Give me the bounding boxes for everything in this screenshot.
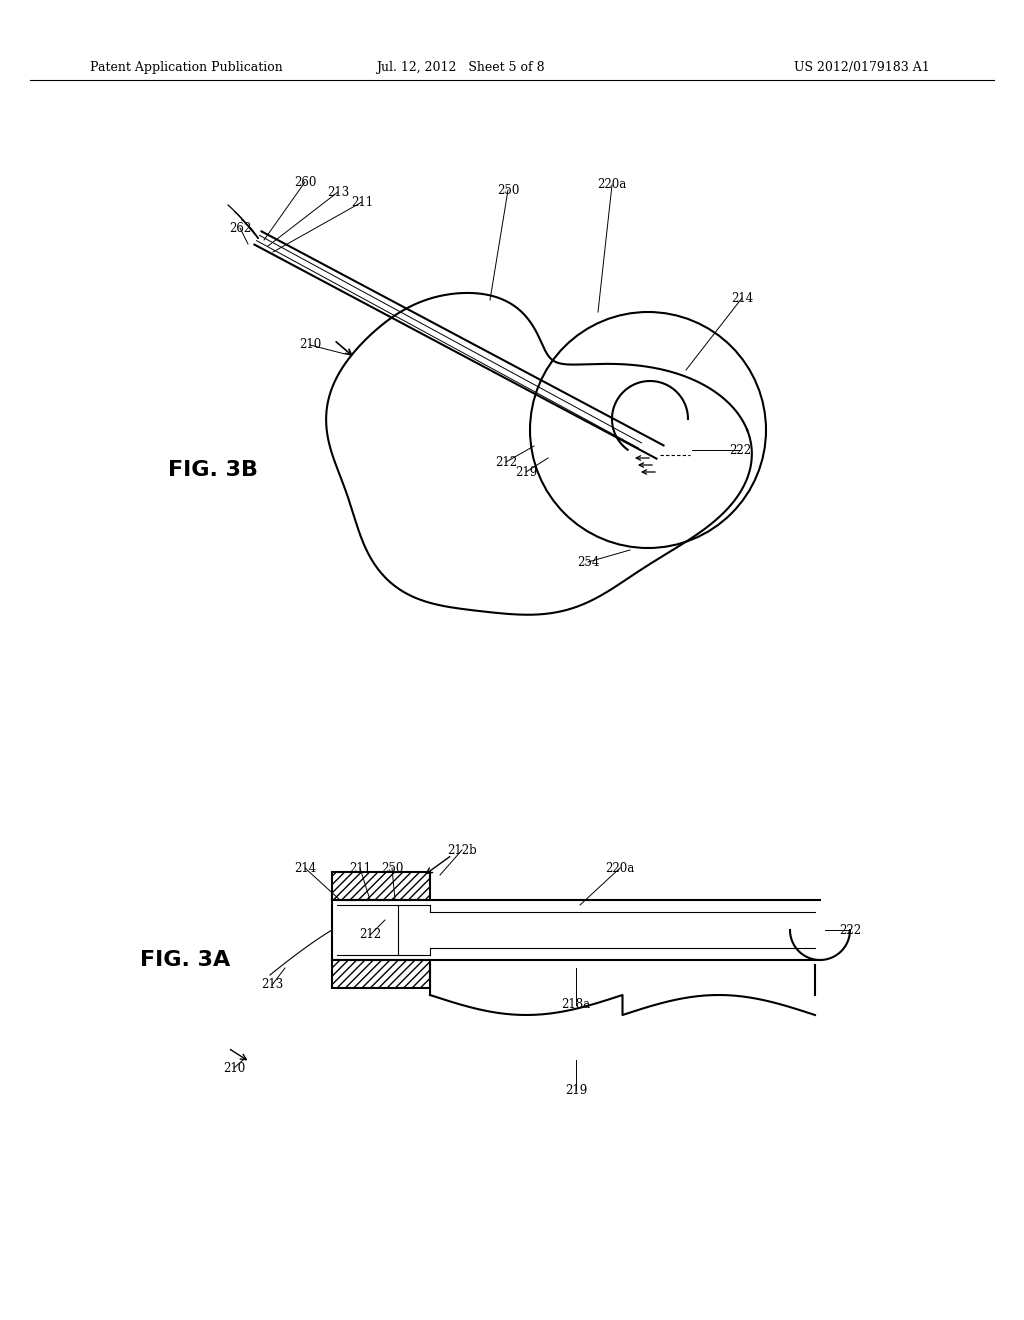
Text: 214: 214 [731, 292, 753, 305]
Text: FIG. 3A: FIG. 3A [140, 950, 230, 970]
Text: FIG. 3B: FIG. 3B [168, 459, 258, 480]
Text: 210: 210 [223, 1061, 245, 1074]
Text: 222: 222 [839, 924, 861, 936]
Text: 214: 214 [294, 862, 316, 874]
Text: 220a: 220a [597, 178, 627, 191]
Text: 219: 219 [515, 466, 538, 479]
Text: 260: 260 [294, 176, 316, 189]
Bar [332, 873, 430, 900]
Text: 212: 212 [495, 455, 517, 469]
Text: 213: 213 [327, 186, 349, 198]
Text: 220a: 220a [605, 862, 635, 874]
Text: Jul. 12, 2012   Sheet 5 of 8: Jul. 12, 2012 Sheet 5 of 8 [376, 62, 545, 74]
Text: 250: 250 [381, 862, 403, 874]
Text: 218a: 218a [561, 998, 591, 1011]
Text: 250: 250 [497, 183, 519, 197]
Text: 212b: 212b [447, 843, 477, 857]
Text: Patent Application Publication: Patent Application Publication [90, 62, 283, 74]
Text: 213: 213 [261, 978, 283, 991]
Text: 210: 210 [299, 338, 322, 351]
Bar [332, 960, 430, 987]
Text: 219: 219 [565, 1084, 587, 1097]
Text: US 2012/0179183 A1: US 2012/0179183 A1 [795, 62, 930, 74]
Text: 254: 254 [577, 556, 599, 569]
Text: 211: 211 [349, 862, 371, 874]
Text: 262: 262 [229, 222, 251, 235]
Text: 222: 222 [729, 444, 751, 457]
Text: 212: 212 [359, 928, 381, 941]
Text: 211: 211 [351, 195, 373, 209]
